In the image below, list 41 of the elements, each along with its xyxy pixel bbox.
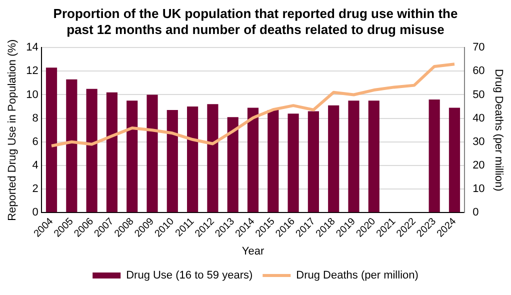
y-tick-label: 6: [32, 136, 38, 148]
bar: [428, 99, 440, 212]
bar: [348, 100, 360, 212]
bar: [146, 94, 158, 212]
y2-tick-label: 50: [472, 88, 485, 101]
y-tick-label: 0: [32, 206, 38, 219]
x-axis-title: Year: [242, 245, 264, 258]
bar: [66, 79, 78, 212]
y2-tick-label: 40: [472, 112, 485, 124]
y2-axis-title: Drug Deaths (per million): [492, 68, 504, 192]
bar: [106, 92, 118, 212]
legend-label: Drug Deaths (per million): [296, 270, 418, 282]
bar: [187, 106, 198, 212]
bar: [86, 88, 98, 212]
bar: [166, 110, 178, 212]
y2-tick-label: 60: [472, 65, 485, 78]
y-tick-label: 12: [26, 65, 38, 78]
chart-title: Proportion of the UK population that reported drug use within the past 12 months and number of deaths related to drug misuse: [52, 5, 459, 38]
bar: [368, 100, 380, 212]
y-tick-label: 10: [26, 88, 38, 101]
bar: [288, 114, 299, 212]
bar: [268, 110, 279, 212]
y-tick-label: 2: [32, 183, 38, 196]
bar: [207, 104, 218, 212]
y2-tick-label: 10: [472, 183, 485, 196]
bar: [126, 100, 138, 212]
y2-tick-label: 20: [472, 159, 485, 172]
y2-tick-label: 0: [472, 206, 479, 219]
y-tick-label: 14: [26, 42, 38, 54]
y-axis-title: Reported Drug Use in Population (%): [6, 39, 19, 221]
bar: [227, 117, 238, 212]
bar: [448, 108, 460, 212]
y-tick-label: 4: [32, 159, 38, 172]
legend-label: Drug Use (16 to 59 years): [126, 270, 253, 282]
y-tick-label: 8: [32, 112, 38, 124]
bar: [328, 105, 340, 212]
bar: [247, 108, 259, 212]
bar: [46, 68, 58, 212]
y2-tick-label: 30: [472, 136, 485, 148]
y2-tick-label: 70: [472, 42, 485, 54]
bar: [308, 111, 319, 212]
